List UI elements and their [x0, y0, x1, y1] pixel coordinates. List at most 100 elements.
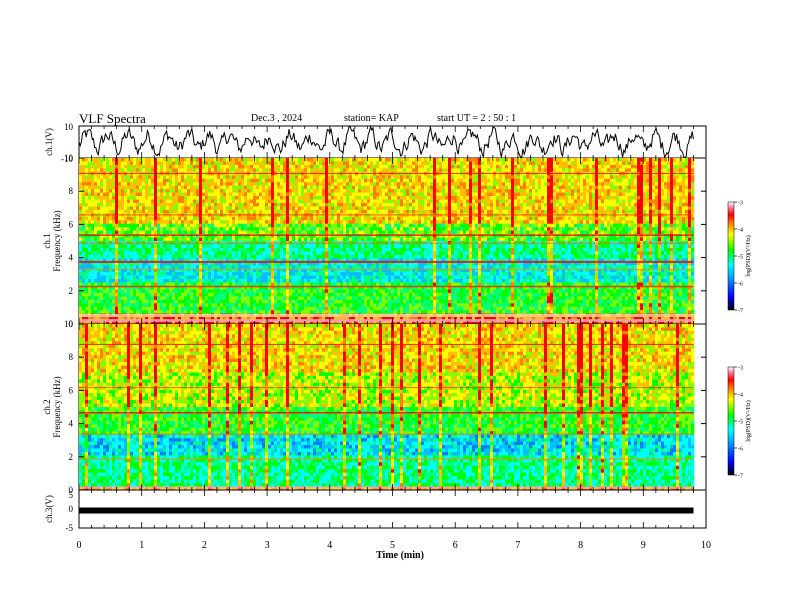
spectrogram-cell [316, 310, 320, 314]
spectrogram-cell [259, 164, 263, 169]
spectrogram-cell [130, 223, 134, 228]
spectrogram-cell [307, 261, 311, 266]
spectrogram-cell [142, 265, 146, 269]
spectrogram-cell [193, 189, 197, 193]
spectrogram-cell [196, 251, 200, 256]
spectrogram-cell [223, 175, 227, 180]
spectrogram-cell [340, 182, 344, 186]
spectrogram-cell [382, 234, 386, 238]
spectrogram-cell [307, 303, 311, 308]
spectrogram-cell [361, 202, 365, 207]
spectrogram-cell [280, 164, 284, 169]
spectrogram-cell [85, 161, 89, 166]
spectrogram-cell [352, 189, 356, 193]
spectrogram-cell [211, 258, 215, 263]
spectrogram-cell [181, 168, 185, 173]
spectrogram-cell [199, 161, 203, 166]
spectrogram-cell [175, 272, 179, 276]
spectrogram-cell [325, 234, 329, 238]
spectrogram-cell [118, 182, 122, 186]
spectrogram-cell [79, 185, 83, 190]
spectrogram-cell [148, 189, 152, 193]
spectrogram-cell [319, 189, 323, 193]
spectrogram-cell [160, 285, 164, 290]
spectrogram-cell [268, 185, 272, 190]
spectrogram-cell [346, 275, 350, 280]
spectrogram-cell [154, 282, 158, 287]
spectrogram-cell [205, 227, 209, 231]
spectrogram-cell [199, 320, 203, 325]
spectrogram-cell [271, 261, 275, 266]
spectrogram-cell [340, 272, 344, 276]
spectrogram-cell [85, 272, 89, 276]
spectrogram-cell [223, 251, 227, 256]
spectrogram-cell [271, 272, 275, 276]
spectrogram-cell [349, 234, 353, 238]
spectrogram-cell [136, 279, 140, 283]
spectrogram-cell [274, 237, 278, 242]
spectrogram-cell [352, 161, 356, 166]
spectrogram-cell [280, 299, 284, 304]
spectrogram-cell [190, 230, 194, 235]
spectrogram-cell [205, 202, 209, 207]
spectrogram-cell [169, 251, 173, 256]
spectrogram-cell [343, 234, 347, 238]
spectrogram-cell [313, 317, 317, 321]
spectrogram-cell [313, 306, 317, 311]
spectrogram-cell [220, 216, 224, 221]
spectrogram-cell [217, 289, 221, 294]
spectrogram-cell [271, 185, 275, 190]
spectrogram-cell [301, 254, 305, 259]
spectrogram-cell [124, 317, 128, 321]
spectrogram-cell [229, 247, 233, 252]
spectrogram-cell [88, 275, 92, 280]
spectrogram-cell [187, 299, 191, 304]
spectrogram-cell [268, 175, 272, 180]
spectrogram-cell [157, 175, 161, 180]
spectrogram-cell [211, 244, 215, 249]
spectrogram-cell [325, 261, 329, 266]
spectrogram-cell [166, 296, 170, 301]
spectrogram-cell [226, 296, 230, 301]
spectrogram-cell [214, 244, 218, 249]
spectrogram-cell [145, 244, 149, 249]
spectrogram-cell [154, 317, 158, 321]
spectrogram-cell [166, 199, 170, 204]
spectrogram-cell [277, 303, 281, 308]
spectrogram-cell [175, 216, 179, 221]
spectrogram-cell [298, 251, 302, 256]
spectrogram-cell [139, 303, 143, 308]
spectrogram-cell [367, 202, 371, 207]
spectrogram-cell [295, 206, 299, 211]
spectrogram-cell [139, 234, 143, 238]
spectrogram-cell [361, 258, 365, 263]
spectrogram-cell [196, 175, 200, 180]
spectrogram-cell [310, 192, 314, 197]
spectrogram-cell [274, 247, 278, 252]
spectrogram-cell [124, 175, 128, 180]
spectrogram-cell [181, 244, 185, 249]
spectrogram-cell [160, 303, 164, 308]
spectrogram-cell [79, 164, 83, 169]
spectrogram-cell [253, 234, 257, 238]
spectrogram-cell [328, 216, 332, 221]
spectrogram-cell [373, 202, 377, 207]
spectrogram-cell [229, 220, 233, 225]
spectrogram-cell [316, 199, 320, 204]
spectrogram-cell [334, 292, 338, 297]
spectrogram-cell [364, 164, 368, 169]
spectrogram-cell [199, 237, 203, 242]
spectrogram-cell [373, 268, 377, 273]
spectrogram-cell [331, 244, 335, 249]
spectrogram-cell [142, 254, 146, 259]
spectrogram-cell [211, 209, 215, 214]
spectrogram-cell [388, 182, 392, 186]
spectrogram-cell [316, 268, 320, 273]
spectrogram-cell [286, 254, 290, 259]
spectrogram-cell [244, 189, 248, 193]
spectrogram-cell [91, 275, 95, 280]
spectrogram-cell [211, 164, 215, 169]
spectrogram-cell [142, 209, 146, 214]
spectrogram-cell [199, 216, 203, 221]
spectrogram-cell [355, 196, 359, 200]
